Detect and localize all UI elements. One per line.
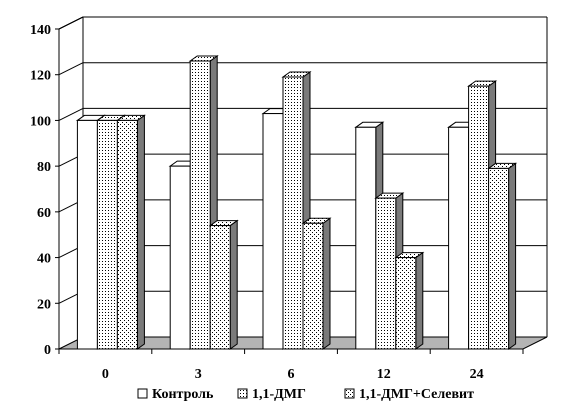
bar-front-face xyxy=(116,119,138,350)
legend-item: 1,1-ДМГ xyxy=(237,387,306,402)
bar-front-face xyxy=(488,167,510,350)
bar-front-face xyxy=(169,165,191,350)
legend: Контроль 1,1-ДМГ 1,1-ДМГ+Селевит xyxy=(137,387,474,402)
bar-front-face xyxy=(448,126,470,350)
bar xyxy=(208,219,239,350)
y-tick-label: 80 xyxy=(37,160,51,175)
y-tick-label: 20 xyxy=(37,297,51,312)
y-tick-label: 40 xyxy=(37,252,51,267)
side-wall-top-edge xyxy=(58,16,84,30)
x-tick-label: 24 xyxy=(470,367,484,382)
axis-labels: 0 20 40 60 80 100 120 140 0 3 6 12 24 xyxy=(30,23,484,382)
bar-front-face xyxy=(395,257,417,350)
legend-label: Контроль xyxy=(152,387,214,402)
y-tick-label: 140 xyxy=(30,23,51,38)
bar xyxy=(394,251,425,350)
bar-front-face xyxy=(262,113,284,350)
y-tick-label: 100 xyxy=(30,114,51,129)
bar-side-face xyxy=(508,162,517,350)
legend-swatch xyxy=(137,388,148,399)
bar-front-face xyxy=(468,85,490,350)
bar-front-face xyxy=(355,126,377,350)
bar-front-face xyxy=(209,225,231,350)
y-tick-label: 60 xyxy=(37,206,51,221)
x-tick-label: 12 xyxy=(377,367,391,382)
y-tick-label: 120 xyxy=(30,69,51,84)
bar-front-face xyxy=(375,197,397,350)
legend-item: Контроль xyxy=(137,387,214,402)
bar-side-face xyxy=(136,114,145,350)
legend-item: 1,1-ДМГ+Селевит xyxy=(344,387,474,402)
bar-front-face xyxy=(189,60,211,350)
bar xyxy=(115,114,146,350)
gridline-side xyxy=(58,62,84,76)
bar xyxy=(301,217,332,350)
bar-front-face xyxy=(282,76,304,350)
bar-side-face xyxy=(229,219,238,350)
x-tick-label: 0 xyxy=(102,367,109,382)
bar-side-face xyxy=(415,251,424,350)
bar xyxy=(487,162,518,350)
x-tick-label: 6 xyxy=(288,367,295,382)
bar-front-face xyxy=(76,119,98,350)
bar-front-face xyxy=(302,222,324,350)
bar-side-face xyxy=(322,217,331,350)
legend-swatch xyxy=(344,388,355,399)
legend-label: 1,1-ДМГ xyxy=(252,387,306,402)
bar-front-face xyxy=(96,119,118,350)
legend-swatch xyxy=(237,388,248,399)
bars xyxy=(75,55,518,350)
legend-label: 1,1-ДМГ+Селевит xyxy=(359,387,474,402)
y-tick-label: 0 xyxy=(44,343,51,358)
gridline-side xyxy=(58,107,84,121)
x-tick-label: 3 xyxy=(195,367,202,382)
